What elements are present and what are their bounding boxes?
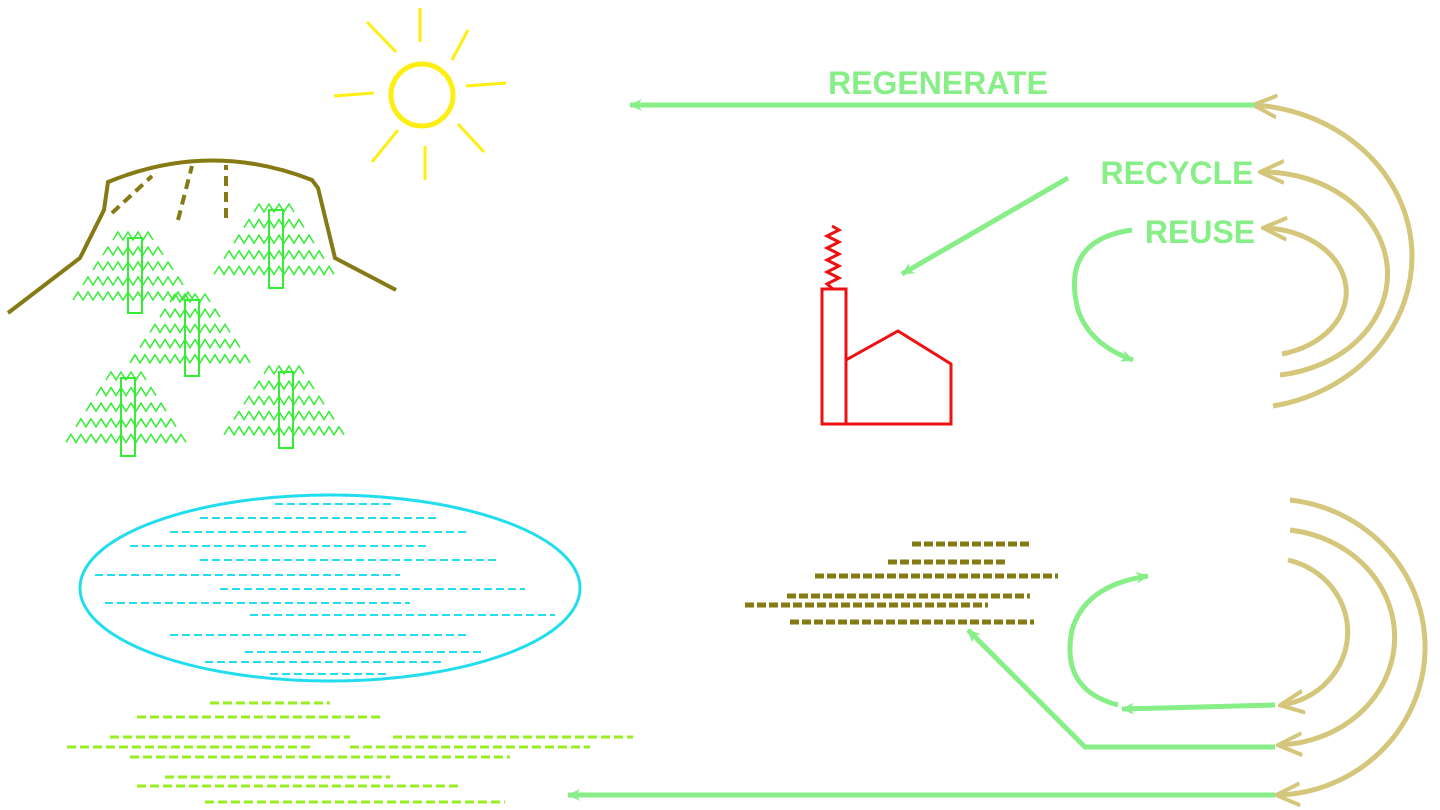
- flow-arrows: [568, 105, 1275, 795]
- tree-part: [254, 381, 314, 389]
- mountain: [8, 160, 396, 313]
- materials: [745, 544, 1058, 622]
- tree-part: [103, 247, 163, 255]
- tree-part: [106, 372, 146, 380]
- tree-part: [224, 427, 344, 435]
- reuse-label: REUSE: [1145, 214, 1255, 250]
- cycle-arcs: [1255, 105, 1425, 795]
- tree-part: [140, 340, 240, 348]
- trees: [66, 204, 344, 456]
- tree-part: [254, 204, 294, 212]
- tree-part: [234, 412, 334, 420]
- regenerate-label: REGENERATE: [828, 65, 1048, 101]
- tree-part: [160, 309, 220, 317]
- tree-part: [150, 324, 230, 332]
- tree-part: [130, 355, 250, 363]
- diagram: REGENERATE RECYCLE REUSE: [0, 0, 1440, 810]
- tree-part: [234, 235, 314, 243]
- recycle-label: RECYCLE: [1101, 155, 1254, 191]
- lake: [80, 495, 580, 681]
- tree-part: [83, 277, 183, 285]
- tree-part: [93, 262, 173, 270]
- tree-part: [214, 266, 334, 274]
- tree-part: [96, 388, 156, 396]
- tree-part: [86, 403, 166, 411]
- tree-part: [224, 251, 324, 259]
- tree-part: [113, 232, 153, 240]
- tree-part: [264, 366, 304, 374]
- sun: [334, 8, 506, 180]
- tree-part: [244, 220, 304, 228]
- tree-part: [76, 419, 176, 427]
- grass: [67, 703, 633, 802]
- tree-part: [244, 396, 324, 404]
- tree-part: [66, 434, 186, 442]
